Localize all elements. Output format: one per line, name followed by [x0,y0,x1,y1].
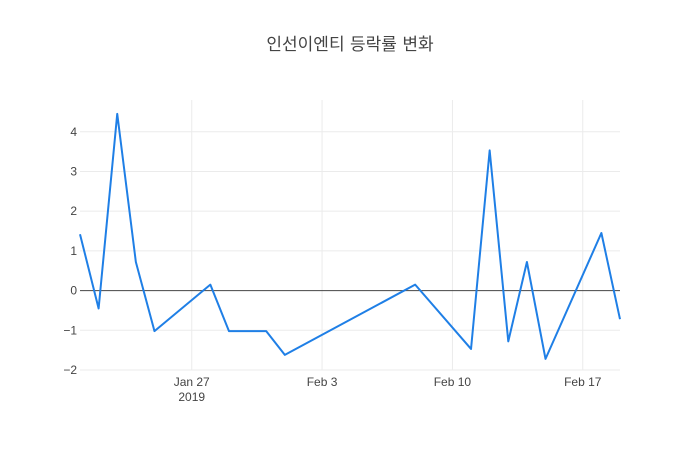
data-point [134,260,138,264]
data-point [264,329,268,333]
x-tick-label: Feb 10 [434,375,472,389]
x-tick-sublabel: 2019 [178,390,205,404]
series-line [79,112,621,360]
data-point [208,283,212,287]
y-tick-label: 1 [70,244,77,258]
data-point [283,353,287,357]
x-tick-label: Jan 27 [174,375,210,389]
x-tick-label: Feb 3 [307,375,338,389]
y-axis-ticks: −2 −1 0 1 2 3 4 [63,125,77,377]
data-point [506,339,510,343]
data-point [115,112,119,116]
data-point [413,283,417,287]
y-tick-label: −2 [63,363,77,377]
y-tick-label: 0 [70,284,77,298]
x-tick-label: Feb 17 [564,375,602,389]
chart-title: 인선이엔티 등락률 변화 [266,35,434,55]
data-point [544,357,548,361]
y-tick-label: −1 [63,323,77,337]
series-layer [78,112,622,361]
y-tick-label: 2 [70,204,77,218]
data-point [78,232,82,236]
data-point [618,317,622,321]
data-point [599,231,603,235]
y-tick-label: 3 [70,164,77,178]
data-point [97,306,101,310]
x-gridlines [191,100,584,370]
y-gridlines [80,131,620,371]
data-point [488,148,492,152]
data-point [227,329,231,333]
data-point [469,347,473,351]
y-tick-label: 4 [70,125,77,139]
data-point [525,260,529,264]
data-point [152,329,156,333]
